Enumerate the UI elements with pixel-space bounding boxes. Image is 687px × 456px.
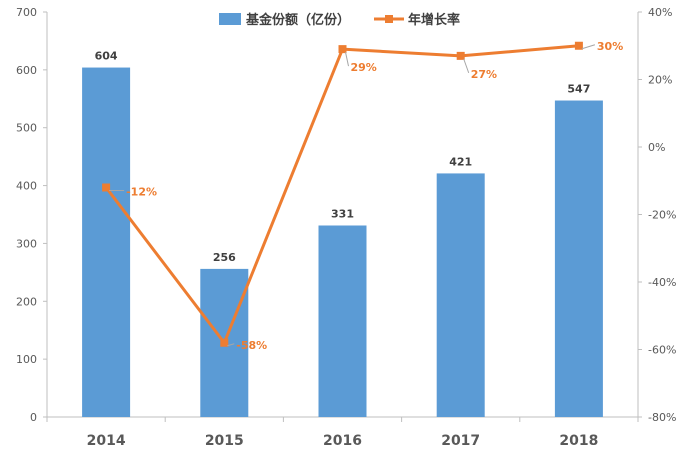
bar [318,225,367,417]
axes: 0 100 200 300 400 500 600 700 -80% -60% -40% -20% 0%… [16,6,676,449]
left-tick-label: 600 [16,64,37,77]
line-label-leader [581,44,596,50]
legend-swatch-bar [219,13,241,25]
legend-label-line: 年增长率 [408,12,460,28]
x-tick-label: 2015 [205,433,244,449]
line-data-label: -58% [236,339,267,352]
bar [82,67,131,418]
bar-data-label: 547 [567,83,590,96]
bar-data-label: 421 [449,155,472,168]
line-label-leader [463,58,470,74]
bar [554,100,603,418]
line-series: -12% -58% 29% 27% 30% [102,40,623,352]
right-tick-label: 20% [648,74,672,87]
right-tick-label: -60% [648,344,676,357]
line-point [220,338,229,347]
line-point [338,45,347,54]
legend-label-bar: 基金份额（亿份） [245,12,350,28]
bar-series: 604 256 331 421 547 [82,50,603,418]
left-tick-label: 500 [16,122,37,135]
x-tick-label: 2018 [559,433,598,449]
left-tick-label: 0 [30,411,37,424]
bar-data-label: 604 [95,50,118,63]
right-tick-label: -20% [648,209,676,222]
legend: 基金份额（亿份） 年增长率 [219,12,460,28]
bar [436,173,485,417]
x-tick-label: 2017 [441,433,480,449]
line-data-label: -12% [126,186,157,199]
right-tick-label: -40% [648,276,676,289]
left-tick-label: 100 [16,353,37,366]
right-tick-label: -80% [648,411,676,424]
line-label-leader [227,343,235,347]
legend-swatch-marker [385,15,393,23]
bar-data-label: 256 [213,251,236,264]
left-tick-label: 300 [16,237,37,250]
line-label-leader [345,52,349,67]
left-tick-label: 700 [16,6,37,19]
line-point [102,183,111,192]
right-tick-label: 0% [648,141,665,154]
left-tick-label: 200 [16,295,37,308]
bar-data-label: 331 [331,207,354,220]
x-tick-label: 2016 [323,433,362,449]
left-tick-label: 400 [16,180,37,193]
line-data-label: 30% [597,40,623,53]
x-tick-label: 2014 [87,433,126,449]
line-point [574,41,583,50]
line-data-label: 29% [351,61,377,74]
right-tick-label: 40% [648,6,672,19]
line-point [456,51,465,60]
line-data-label: 27% [471,68,497,81]
